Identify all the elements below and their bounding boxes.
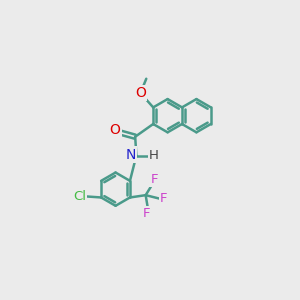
Text: F: F <box>151 173 158 186</box>
Text: H: H <box>149 149 159 162</box>
Text: Cl: Cl <box>73 190 86 203</box>
Text: F: F <box>143 207 151 220</box>
Text: O: O <box>110 123 121 137</box>
Text: O: O <box>135 86 146 100</box>
Text: N: N <box>125 148 136 161</box>
Text: F: F <box>160 192 167 205</box>
